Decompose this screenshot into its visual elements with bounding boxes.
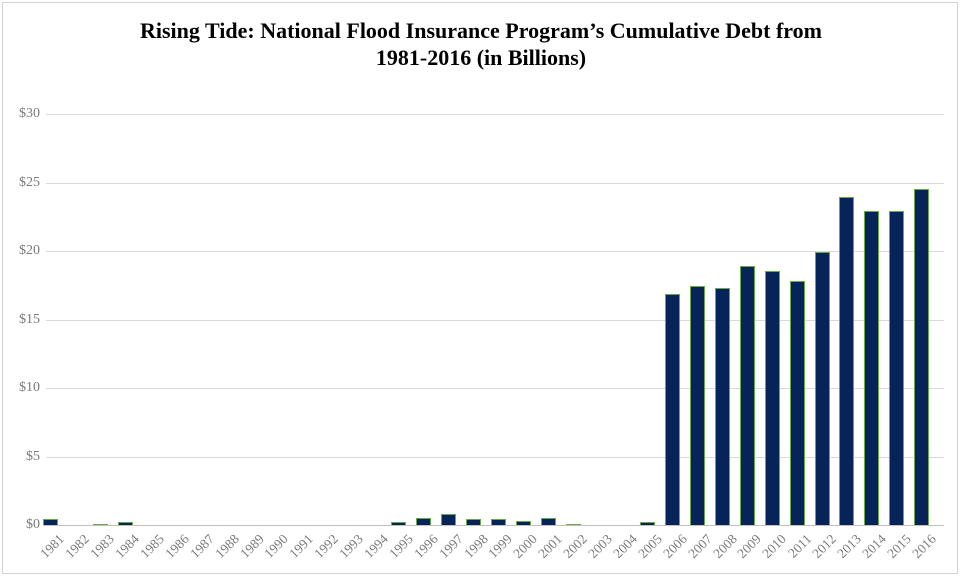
bar-2014 (864, 211, 880, 526)
gridline-30 (46, 114, 944, 115)
y-axis-tick-label: $10 (19, 380, 40, 395)
bars-group: 1981 1982 1983 1984 1985 1986 1987 1988 1989 1990… (38, 115, 939, 561)
bar-1997 (441, 514, 457, 526)
category-column-1995: 1995 (386, 115, 416, 561)
category-column-2003: 2003 (585, 115, 615, 561)
category-column-2013: 2013 (834, 115, 864, 561)
bar-2009 (739, 266, 755, 526)
plot-area: 1981 1982 1983 1984 1985 1986 1987 1988 1989 1990… (38, 114, 944, 561)
category-column-1983: 1983 (87, 115, 117, 561)
bar-2008 (714, 288, 730, 526)
bar-1984 (117, 522, 133, 526)
category-column-1990: 1990 (262, 115, 292, 561)
category-column-1998: 1998 (461, 115, 490, 561)
category-column-2007: 2007 (685, 115, 715, 561)
gridline-25 (46, 182, 944, 184)
category-column-2008: 2008 (710, 115, 739, 561)
category-column-1996: 1996 (411, 115, 441, 561)
category-column-2015: 2015 (884, 115, 914, 561)
category-column-1985: 1985 (137, 115, 167, 561)
category-column-1987: 1987 (187, 115, 217, 561)
gridline-20 (46, 251, 944, 252)
category-column-1986: 1986 (162, 115, 192, 561)
category-column-2016: 2016 (909, 115, 939, 561)
bar-1981 (42, 519, 58, 526)
bar-2016 (914, 189, 930, 526)
category-column-1997: 1997 (436, 115, 466, 561)
category-column-2005: 2005 (635, 115, 665, 561)
bar-2000 (515, 521, 531, 526)
bar-2011 (789, 281, 805, 526)
category-column-2010: 2010 (759, 115, 789, 561)
gridline-15 (46, 319, 944, 321)
bar-2006 (665, 294, 681, 526)
category-column-1988: 1988 (212, 115, 242, 561)
category-column-2014: 2014 (859, 115, 889, 561)
gridline-5 (46, 456, 944, 458)
y-axis-tick-label: $5 (26, 448, 40, 464)
bar-2005 (640, 522, 656, 526)
bar-1998 (466, 519, 482, 526)
y-axis-tick-label: $30 (19, 106, 40, 121)
chart-title: Rising Tide: National Flood Insurance Pr… (0, 17, 962, 71)
bar-2013 (839, 197, 855, 526)
bar-1996 (416, 518, 432, 526)
chart-title-line-2: 1981-2016 (in Billions) (375, 45, 587, 70)
category-column-2006: 2006 (660, 115, 690, 561)
category-column-2000: 2000 (511, 115, 540, 561)
category-column-2004: 2004 (610, 115, 640, 561)
y-axis-tick-label: $20 (19, 243, 40, 258)
category-column-1991: 1991 (287, 115, 317, 561)
y-axis-tick-label: $15 (19, 311, 40, 327)
bar-2012 (814, 252, 830, 526)
y-axis-tick-label: $0 (26, 517, 40, 532)
category-column-1981: 1981 (38, 115, 67, 561)
category-column-2001: 2001 (535, 115, 565, 561)
category-column-1992: 1992 (311, 115, 341, 561)
category-column-1989: 1989 (237, 115, 267, 561)
category-column-2011: 2011 (785, 115, 814, 561)
bar-2007 (690, 286, 706, 526)
category-column-2009: 2009 (735, 115, 764, 561)
bar-2001 (540, 518, 556, 526)
category-column-1993: 1993 (336, 115, 366, 561)
category-column-2012: 2012 (809, 115, 839, 561)
bar-2015 (889, 211, 905, 526)
bar-2010 (764, 271, 780, 526)
category-column-1999: 1999 (486, 115, 515, 561)
category-column-1994: 1994 (361, 115, 391, 561)
bar-1995 (391, 522, 407, 526)
y-axis-tick-label: $25 (19, 174, 40, 190)
category-column-1982: 1982 (63, 115, 93, 561)
category-column-1984: 1984 (112, 115, 142, 561)
chart-title-line-1: Rising Tide: National Flood Insurance Pr… (139, 18, 822, 43)
x-axis-line (43, 525, 944, 526)
gridline-10 (46, 388, 944, 389)
category-column-2002: 2002 (560, 115, 590, 561)
bar-1999 (490, 519, 506, 526)
